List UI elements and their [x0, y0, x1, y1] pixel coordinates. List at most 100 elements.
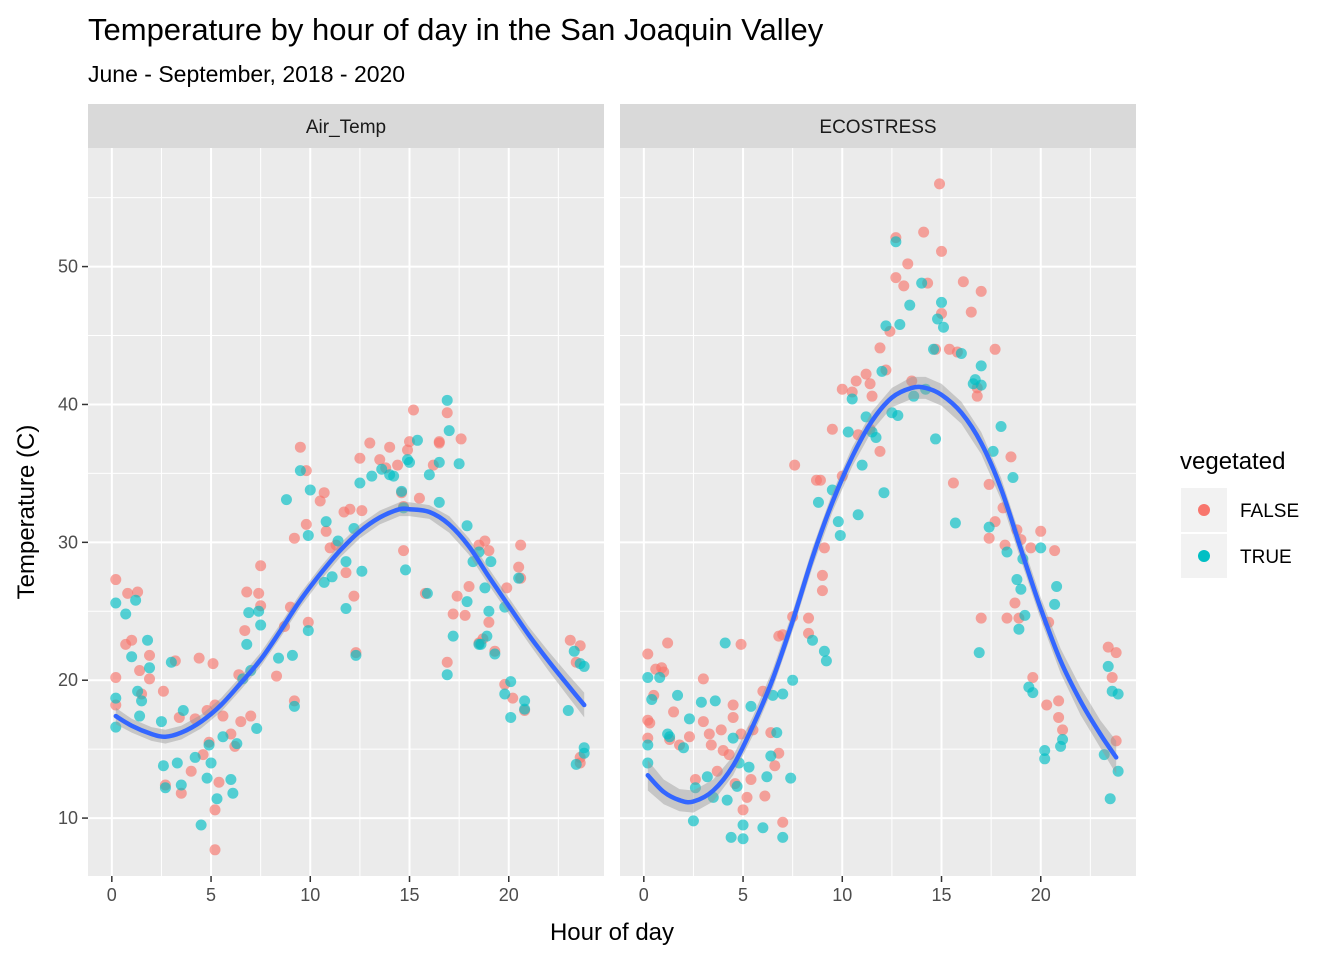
- data-point: [253, 605, 265, 617]
- data-point: [928, 343, 940, 355]
- x-tick-label: 15: [931, 885, 951, 905]
- y-tick-label: 40: [58, 394, 78, 414]
- data-point: [894, 318, 906, 330]
- data-point: [356, 565, 368, 577]
- data-point: [850, 375, 862, 387]
- data-point: [1053, 711, 1065, 723]
- data-point: [126, 651, 138, 663]
- data-point: [165, 656, 177, 668]
- data-point: [195, 819, 207, 831]
- data-point: [1112, 688, 1124, 700]
- x-tick-label: 10: [300, 885, 320, 905]
- data-point: [217, 710, 229, 722]
- legend-label: FALSE: [1240, 501, 1299, 522]
- data-point: [787, 674, 799, 686]
- data-point: [441, 394, 453, 406]
- data-point: [185, 765, 197, 777]
- data-point: [1104, 793, 1116, 805]
- data-point: [1041, 699, 1053, 711]
- data-point: [743, 761, 755, 773]
- data-point: [687, 815, 699, 827]
- data-point: [989, 343, 1001, 355]
- data-point: [142, 634, 154, 646]
- legend-swatch: [1198, 504, 1210, 516]
- data-point: [211, 793, 223, 805]
- data-point: [193, 652, 205, 664]
- data-point: [499, 688, 511, 700]
- data-point: [723, 749, 735, 761]
- data-point: [836, 383, 848, 395]
- data-point: [852, 509, 864, 521]
- data-point: [1013, 623, 1025, 635]
- data-point: [350, 649, 362, 661]
- data-point: [1053, 695, 1065, 707]
- data-point: [241, 638, 253, 650]
- data-point: [205, 757, 217, 769]
- data-point: [678, 742, 690, 754]
- panel-background: [620, 148, 1136, 876]
- data-point: [695, 696, 707, 708]
- data-point: [908, 390, 920, 402]
- x-tick-label: 5: [738, 885, 748, 905]
- data-point: [384, 441, 396, 453]
- data-point: [340, 603, 352, 615]
- data-point: [513, 572, 525, 584]
- data-point: [320, 525, 332, 537]
- data-point: [253, 587, 265, 599]
- data-point: [918, 226, 930, 238]
- data-point: [1039, 753, 1051, 765]
- data-point: [304, 484, 316, 496]
- data-point: [995, 421, 1007, 433]
- data-point: [1015, 583, 1027, 595]
- data-point: [388, 470, 400, 482]
- data-point: [501, 582, 513, 594]
- data-point: [876, 365, 888, 377]
- data-point: [475, 638, 487, 650]
- data-point: [513, 561, 525, 573]
- data-point: [155, 716, 167, 728]
- data-point: [318, 576, 330, 588]
- data-point: [314, 495, 326, 507]
- data-point: [241, 586, 253, 598]
- data-point: [479, 582, 491, 594]
- data-point: [975, 379, 987, 391]
- data-point: [1027, 687, 1039, 699]
- data-point: [745, 773, 757, 785]
- data-point: [433, 456, 445, 468]
- data-point: [949, 517, 961, 529]
- data-point: [902, 258, 914, 270]
- data-point: [757, 822, 769, 834]
- data-point: [709, 695, 721, 707]
- data-point: [890, 236, 902, 248]
- scatter-series: [642, 178, 1122, 828]
- data-point: [721, 794, 733, 806]
- data-point: [505, 676, 517, 688]
- data-point: [761, 771, 773, 783]
- data-point: [225, 773, 237, 785]
- data-point: [856, 459, 868, 471]
- data-point: [983, 521, 995, 533]
- data-point: [737, 804, 749, 816]
- data-point: [1011, 574, 1023, 586]
- data-point: [300, 518, 312, 530]
- chart-subtitle: June - September, 2018 - 2020: [88, 61, 405, 87]
- data-point: [820, 655, 832, 667]
- data-point: [136, 695, 148, 707]
- x-tick-label: 0: [107, 885, 117, 905]
- data-point: [697, 716, 709, 728]
- data-point: [1025, 542, 1037, 554]
- data-point: [171, 757, 183, 769]
- x-tick-label: 20: [499, 885, 519, 905]
- data-point: [814, 474, 826, 486]
- data-point: [433, 496, 445, 508]
- data-point: [245, 710, 257, 722]
- legend-swatch: [1198, 550, 1210, 562]
- data-point: [227, 787, 239, 799]
- data-point: [846, 393, 858, 405]
- data-point: [340, 556, 352, 568]
- data-point: [745, 700, 757, 712]
- data-point: [483, 545, 495, 557]
- data-point: [110, 721, 122, 733]
- data-point: [396, 485, 408, 497]
